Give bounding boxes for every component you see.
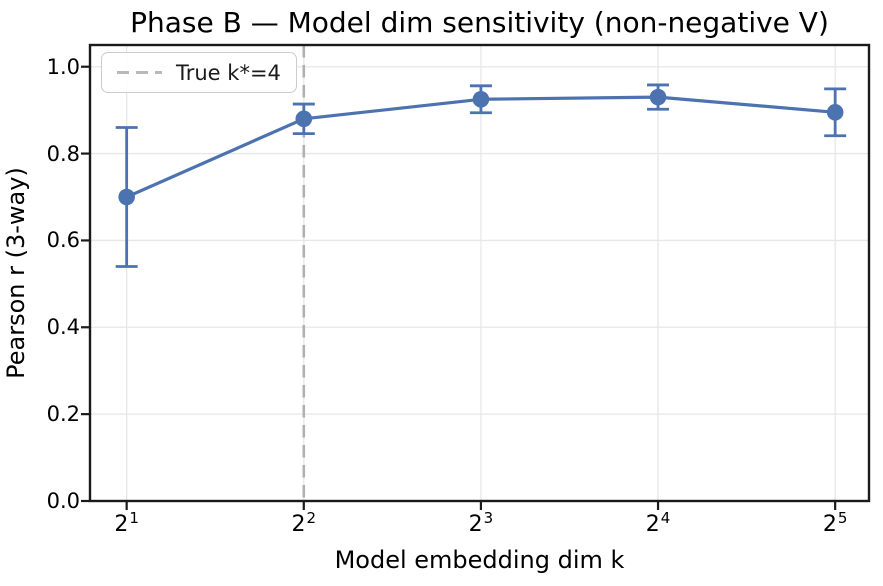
data-point-marker (826, 104, 844, 121)
legend-dash-icon (117, 70, 162, 75)
y-tick-label: 0.0 (46, 489, 80, 513)
data-point-marker (295, 110, 313, 128)
legend-label: True k*=4 (176, 60, 281, 85)
y-tick-label: 0.6 (46, 228, 80, 253)
chart-title: Phase B — Model dim sensitivity (non-neg… (130, 6, 829, 39)
x-tick-label: 25 (822, 509, 848, 537)
data-point-marker (472, 90, 490, 108)
x-tick-label: 23 (468, 509, 494, 537)
y-tick-label: 0.8 (46, 141, 80, 166)
data-point-marker (649, 88, 667, 106)
x-tick-label: 21 (114, 509, 139, 537)
y-tick-label: 0.2 (46, 402, 80, 427)
data-point-marker (118, 188, 135, 206)
x-tick-label: 24 (645, 509, 671, 537)
y-axis-label: Pearson r (3-way) (2, 167, 30, 379)
y-tick-label: 0.4 (46, 315, 80, 340)
x-tick-label: 22 (291, 509, 317, 537)
legend: True k*=4 (101, 52, 297, 93)
plot-border (88, 43, 871, 503)
y-tick-label: 1.0 (46, 54, 80, 79)
x-axis-label: Model embedding dim k (334, 546, 625, 574)
